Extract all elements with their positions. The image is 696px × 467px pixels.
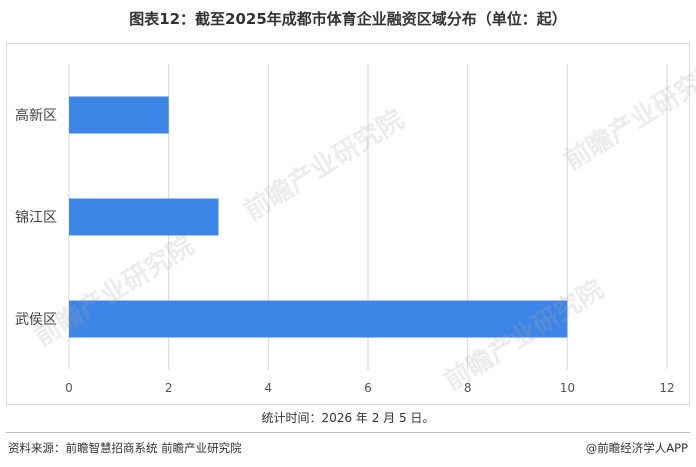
x-tick-label-4: 8 — [464, 381, 472, 395]
bar-1 — [69, 198, 219, 236]
x-tick-label-2: 4 — [265, 381, 273, 395]
x-tick-label-0: 0 — [65, 381, 73, 395]
x-tick-label-3: 6 — [364, 381, 372, 395]
x-tick-label-1: 2 — [165, 381, 173, 395]
footnote-stat-time: 统计时间：2026 年 2 月 5 日。 — [261, 411, 435, 425]
brand-text: @前瞻经济学人APP — [585, 441, 688, 455]
source-divider — [6, 432, 690, 433]
x-tick-label-5: 10 — [560, 381, 575, 395]
source-text: 资料来源：前瞻智慧招商系统 前瞻产业研究院 — [8, 441, 242, 455]
category-label-2: 武侯区 — [15, 312, 57, 328]
chart-title: 图表12：截至2025年成都市体育企业融资区域分布（单位：起） — [129, 10, 567, 28]
category-label-1: 锦江区 — [15, 209, 57, 226]
bar-0 — [69, 96, 169, 134]
bars — [69, 96, 568, 338]
x-tick-label-6: 12 — [659, 381, 674, 395]
category-label-0: 高新区 — [15, 107, 57, 124]
bar-2 — [69, 300, 568, 338]
chart-frame — [6, 43, 690, 405]
